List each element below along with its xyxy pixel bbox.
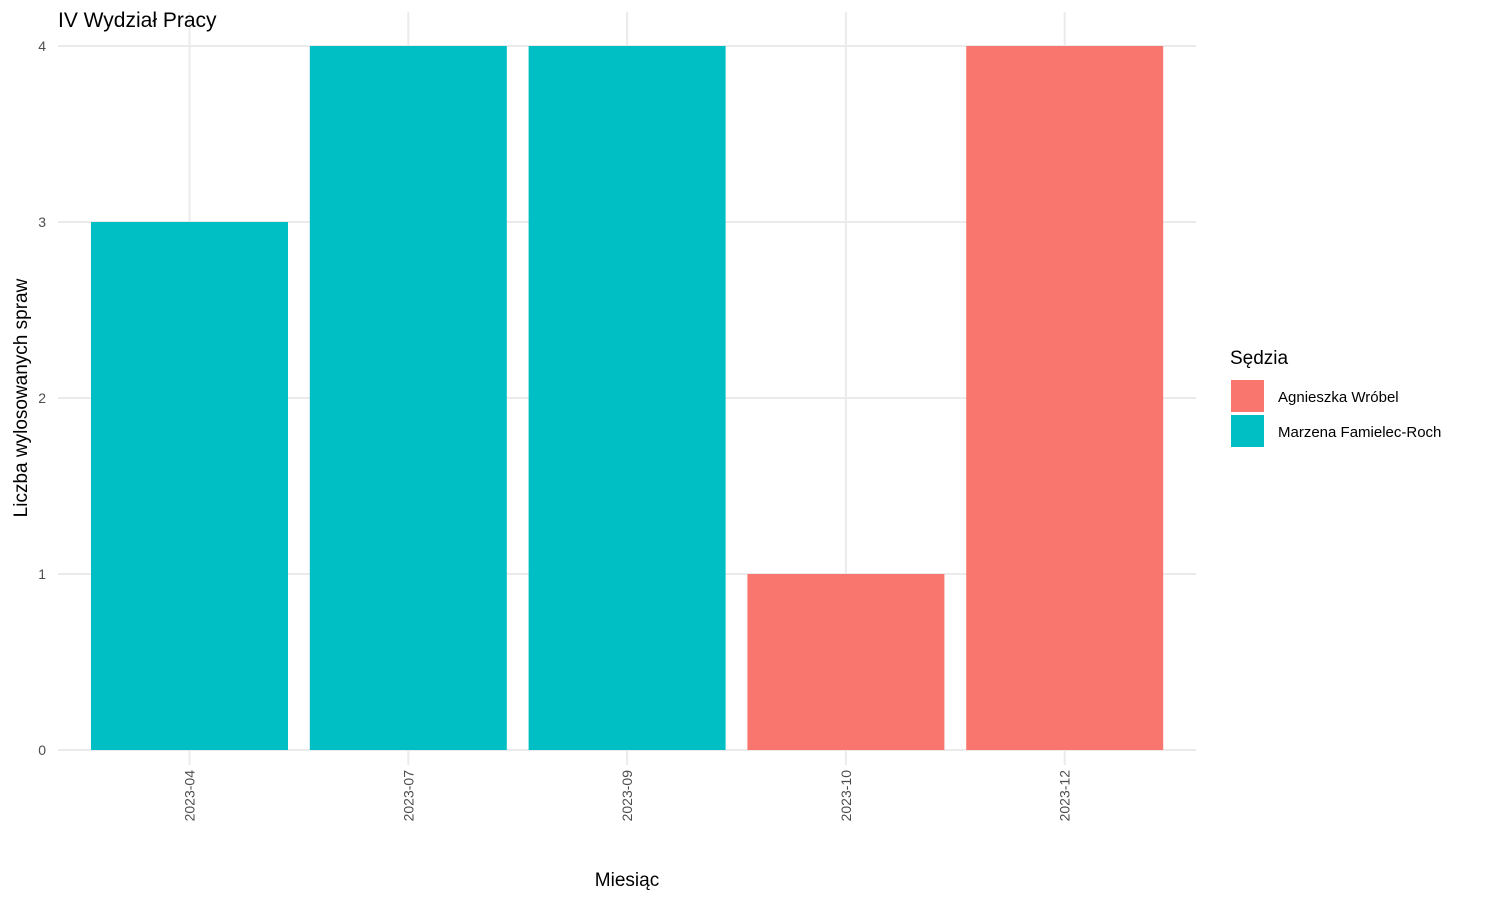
bar-2023-04	[91, 222, 288, 750]
bar-2023-09	[528, 46, 726, 750]
y-tick-label: 4	[38, 38, 46, 54]
x-axis-title: Miesiąc	[595, 870, 659, 891]
legend-label: Marzena Famielec-Roch	[1278, 424, 1441, 441]
chart-title: IV Wydział Pracy	[58, 9, 217, 32]
y-tick-label: 1	[38, 566, 46, 582]
x-axis-ticks: 2023-04 2023-07 2023-09 2023-10 2023-12	[182, 770, 1073, 822]
x-tick-label: 2023-12	[1057, 770, 1073, 822]
y-tick-label: 3	[38, 214, 46, 230]
bar-2023-07	[309, 46, 507, 750]
bars	[91, 46, 1164, 750]
bar-2023-10	[747, 574, 945, 750]
x-tick-label: 2023-10	[838, 770, 854, 822]
legend-swatch	[1231, 380, 1264, 412]
x-tick-label: 2023-04	[182, 770, 198, 822]
y-tick-label: 2	[38, 390, 46, 406]
bar-2023-12	[966, 46, 1164, 750]
x-tick-label: 2023-07	[400, 770, 416, 822]
y-axis-title: Liczba wylosowanych spraw	[11, 278, 32, 517]
y-tick-label: 0	[38, 742, 46, 758]
legend-entries: Agnieszka Wróbel Marzena Famielec-Roch	[1231, 380, 1441, 447]
legend-swatch	[1231, 415, 1264, 447]
x-tick-label: 2023-09	[619, 770, 635, 822]
legend: Sędzia Agnieszka Wróbel Marzena Famielec-…	[1230, 348, 1441, 447]
y-axis-ticks: 0 1 2 3 4	[38, 38, 46, 758]
legend-title: Sędzia	[1230, 348, 1289, 369]
legend-label: Agnieszka Wróbel	[1278, 389, 1399, 406]
